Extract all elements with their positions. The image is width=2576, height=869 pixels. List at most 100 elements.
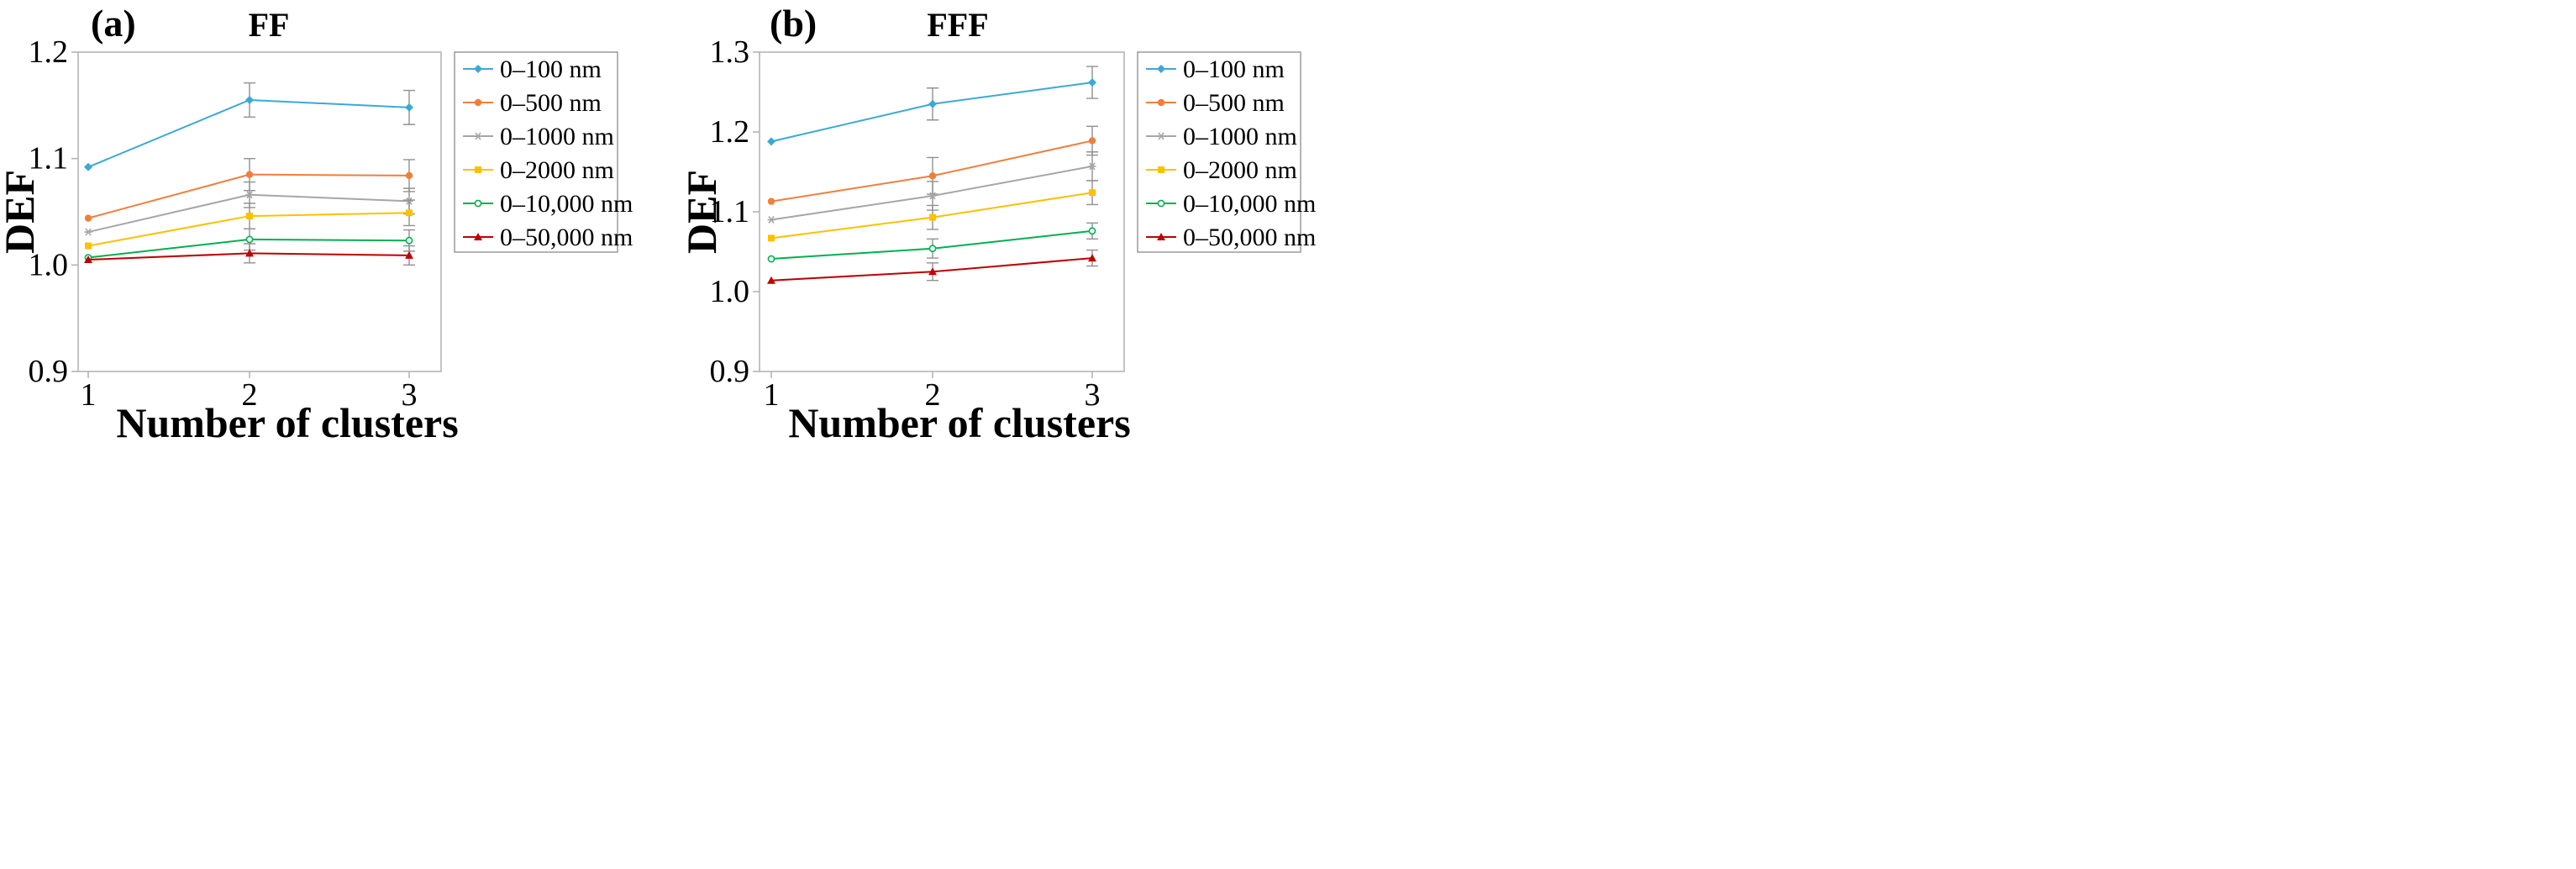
y-tick-label: 1.3	[710, 34, 750, 70]
plot-area	[759, 51, 1125, 372]
data-point	[245, 171, 254, 178]
legend-marker	[474, 98, 482, 107]
data-point	[767, 255, 775, 263]
data-point	[928, 245, 937, 253]
legend-marker	[1158, 166, 1164, 173]
legend: 0–100 nm 0–500 nm 0–1000 nm 0–2000 nm 0–10,0…	[454, 51, 633, 253]
data-point	[405, 171, 413, 180]
data-point	[1088, 78, 1096, 87]
legend: 0–100 nm 0–500 nm 0–1000 nm 0–2000 nm 0–10,0…	[1137, 51, 1316, 253]
data-point	[84, 214, 92, 222]
legend-label: 0–500 nm	[500, 89, 602, 117]
series-5	[767, 249, 1098, 284]
data-point	[245, 235, 254, 244]
y-tick-label: 0.9	[710, 354, 750, 389]
x-tick-label: 1	[764, 377, 780, 413]
series-4	[767, 222, 1098, 263]
panel-label: (b)	[770, 2, 817, 45]
y-tick-label: 1.2	[29, 34, 69, 70]
data-point	[84, 255, 92, 263]
legend-label: 0–100 nm	[1183, 55, 1285, 83]
x-axis-title: Number of clusters	[788, 399, 1130, 446]
data-point	[246, 213, 253, 220]
y-tick-label: 1.0	[710, 274, 750, 309]
legend-label: 0–2000 nm	[500, 156, 614, 184]
data-point	[84, 162, 92, 171]
y-tick-label: 0.9	[29, 354, 69, 389]
legend-marker	[1157, 132, 1165, 140]
legend-marker	[474, 65, 482, 73]
data-point	[767, 216, 775, 224]
data-point	[768, 234, 775, 242]
y-axis-title: DEF	[0, 170, 43, 254]
x-tick-label: 2	[242, 377, 258, 413]
legend-marker	[474, 233, 482, 240]
series-line	[770, 82, 1093, 143]
data-point	[405, 250, 413, 259]
data-point	[767, 276, 775, 284]
legend-marker	[1157, 233, 1165, 240]
x-tick-label: 2	[925, 377, 941, 413]
y-tick-label: 1.1	[710, 194, 750, 229]
series-0	[84, 82, 415, 171]
data-point	[928, 267, 937, 276]
legend-box	[1137, 51, 1301, 253]
legend-marker	[1157, 199, 1165, 208]
y-tick-label: 1.2	[710, 114, 750, 150]
data-point	[245, 96, 254, 104]
legend-marker	[475, 166, 481, 173]
series-line	[770, 140, 1093, 203]
data-point	[245, 191, 254, 199]
legend-marker	[474, 132, 482, 140]
data-point	[928, 99, 937, 108]
data-point	[767, 198, 775, 205]
y-tick-label: 1.1	[29, 141, 69, 176]
plot-area	[77, 51, 442, 372]
legend-label: 0–10,000 nm	[1183, 190, 1316, 218]
chart-title: FF	[249, 6, 290, 44]
legend-label: 0–10,000 nm	[500, 190, 633, 218]
x-tick-label: 1	[81, 377, 97, 413]
data-point	[405, 236, 413, 245]
legend-marker	[1157, 65, 1165, 73]
y-tick-label: 1.0	[29, 247, 69, 282]
x-tick-label: 3	[402, 377, 418, 413]
data-point	[929, 213, 936, 221]
x-axis-title: Number of clusters	[116, 399, 458, 446]
legend-label: 0–1000 nm	[500, 123, 614, 150]
legend-box	[454, 51, 618, 253]
series-0	[767, 66, 1098, 146]
chart-title: FFF	[927, 6, 988, 44]
data-point	[84, 228, 92, 236]
series-5	[84, 243, 415, 266]
legend-label: 0–500 nm	[1183, 89, 1285, 117]
y-axis-title: DEF	[678, 170, 725, 254]
data-point	[1089, 189, 1096, 197]
x-tick-label: 3	[1085, 377, 1101, 413]
data-point	[406, 209, 413, 217]
legend-marker	[474, 199, 482, 208]
data-point	[85, 242, 92, 250]
data-point	[245, 249, 254, 257]
data-point	[928, 172, 937, 180]
legend-label: 0–2000 nm	[1183, 156, 1297, 184]
chart-panel-b: (b) FFF 0.9 1.0 1.1 1.2 1.3 1 2 3 DEF Number of clu…	[678, 2, 1316, 446]
legend-label: 0–1000 nm	[1183, 123, 1297, 150]
data-point	[1088, 254, 1096, 262]
legend-label: 0–100 nm	[500, 55, 602, 83]
series-3	[768, 180, 1098, 242]
chart-panel-a: (a) FF 0.9 1.0 1.1 1.2 1 2 3 DEF Number of cluster…	[0, 2, 633, 446]
legend-label: 0–50,000 nm	[1183, 224, 1316, 251]
data-point	[1088, 137, 1096, 145]
legend-label: 0–50,000 nm	[500, 224, 633, 251]
data-point	[928, 192, 937, 200]
series-1	[767, 125, 1098, 205]
data-point	[405, 103, 413, 112]
data-point	[767, 137, 775, 146]
data-point	[1088, 227, 1096, 235]
series-line	[87, 98, 410, 168]
panel-label: (a)	[91, 2, 136, 45]
data-point	[1088, 162, 1096, 171]
legend-marker	[1157, 98, 1165, 107]
